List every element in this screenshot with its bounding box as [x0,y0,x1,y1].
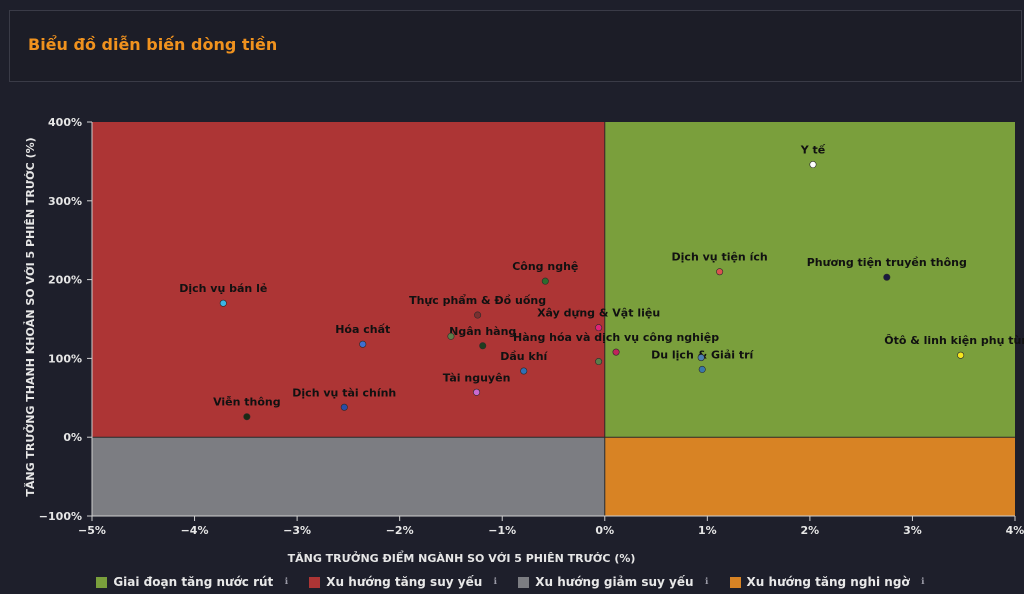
quadrant-bottom-left [92,437,605,516]
data-point-label: Thực phẩm & Đồ uống [409,294,546,307]
y-tick-label: −100% [39,510,82,523]
legend-label: Xu hướng tăng nghi ngờ [746,575,910,589]
data-point [520,367,528,375]
y-tick-label: 200% [48,274,82,287]
x-axis-title: TĂNG TRƯỞNG ĐIỂM NGÀNH SO VỚI 5 PHIÊN TR… [288,550,636,565]
x-tick-label: −1% [488,524,516,537]
legend-item-xu-huong-tang-suy-yeu[interactable]: Xu hướng tăng suy yếu ℹ [309,575,500,589]
info-icon[interactable]: ℹ [704,577,709,587]
quadrant-top-left [92,122,605,438]
legend-item-xu-huong-giam-suy-yeu[interactable]: Xu hướng giảm suy yếu ℹ [518,575,711,589]
data-point [219,299,227,307]
data-point [474,311,482,319]
data-point [809,161,817,169]
legend-item-xu-huong-tang-nghi-ngo[interactable]: Xu hướng tăng nghi ngờ ℹ [729,575,928,589]
y-tick-label: 100% [48,352,82,365]
data-point [957,351,965,359]
data-point [359,340,367,348]
data-point-label: Dịch vụ tiện ích [672,251,768,264]
chart-title: Biểu đồ diễn biến dòng tiền [28,35,278,54]
data-point-label: Tài nguyên [443,371,511,384]
quadrant-bottom-right [604,437,1015,516]
x-tick-label: −3% [283,524,311,537]
x-tick-label: 2% [801,524,820,537]
x-tick-label: −2% [386,524,414,537]
y-axis-title: TĂNG TRƯỞNG THANH KHOẢN SO VỚI 5 PHIÊN T… [23,137,37,496]
legend-label: Giai đoạn tăng nước rút [113,575,274,589]
data-point [473,388,481,396]
legend-label: Xu hướng tăng suy yếu [326,575,483,589]
y-tick-label: 400% [48,116,82,129]
y-tick-label: 300% [48,195,82,208]
legend-swatch [96,576,108,588]
x-tick-label: −4% [181,524,209,537]
legend-swatch [518,576,530,588]
legend-swatch [309,576,321,588]
x-tick-label: 1% [698,524,717,537]
info-icon[interactable]: ℹ [284,577,288,587]
quadrant-top-right [604,122,1015,438]
data-point-label: Hàng hóa và dịch vụ công nghiệp [513,331,719,344]
x-tick-label: 0% [595,524,614,537]
legend: Giai đoạn tăng nước rút ℹ Xu hướng tăng … [0,572,1024,592]
y-tick-label: 0% [63,431,82,444]
data-point [716,268,724,276]
data-point-label: Xây dựng & Vật liệu [537,307,660,320]
data-point-label: Y tế [800,144,826,157]
info-icon[interactable]: ℹ [920,577,925,587]
data-point-label: Dịch vụ tài chính [292,386,396,399]
data-point-label: Công nghệ [512,260,578,273]
legend-item-giai-doan-tang-nuoc-rut[interactable]: Giai đoạn tăng nước rút ℹ [96,575,291,589]
chart-header: Biểu đồ diễn biến dòng tiền [9,10,1022,82]
data-point-label: Phương tiện truyền thông [807,256,967,269]
legend-label: Xu hướng giảm suy yếu [535,575,694,589]
data-point [447,332,455,340]
data-point [595,358,603,366]
data-point [479,342,487,350]
x-tick-label: 3% [903,524,922,537]
data-point-label: Hóa chất [335,323,390,336]
data-point-label: Viễn thông [213,396,281,409]
data-point-label: Ôtô & linh kiện phụ tùng [884,334,1024,347]
data-point-label: Dịch vụ bán lẻ [179,282,267,295]
data-point [595,324,603,332]
legend-swatch [729,576,741,588]
data-point-label: Ngân hàng [449,325,516,338]
info-icon[interactable]: ℹ [493,577,497,587]
data-point [612,348,620,356]
x-tick-label: 4% [1006,524,1024,537]
data-point [243,413,251,421]
data-point-label: Dầu khí [500,350,548,363]
data-point [697,354,705,362]
data-point [541,277,549,285]
data-point [883,273,891,281]
data-point [340,403,348,411]
x-tick-label: −5% [78,524,106,537]
data-point [698,365,706,373]
